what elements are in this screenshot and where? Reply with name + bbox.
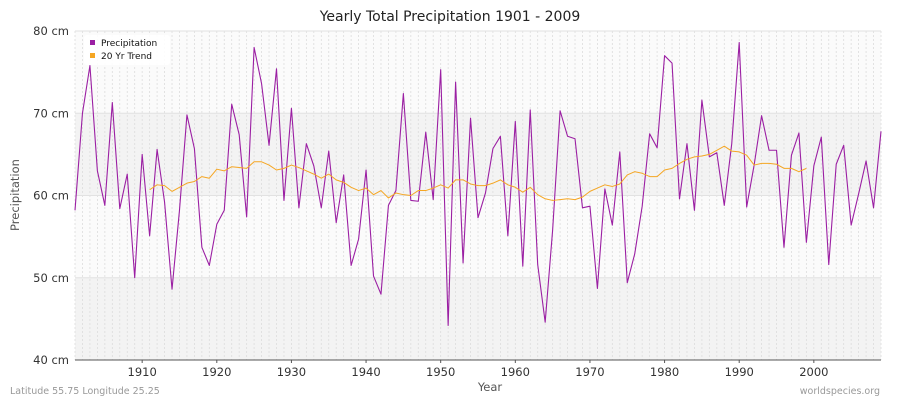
precipitation-line [74,41,882,327]
x-tick-labels: 1910 1920 1930 1940 1950 1960 1970 1980 1990 2000 [128,360,828,379]
trend-line [149,145,807,201]
legend-label: 20 Yr Trend [101,52,152,62]
x-tick-label: 1930 [277,365,306,379]
y-tick-label: 70 cm [33,106,69,120]
y-axis-label: Precipitation [8,159,22,231]
y-tick-label: 80 cm [33,24,69,38]
x-tick-label: 1920 [202,365,231,379]
y-tick-labels: 40 cm 50 cm 60 cm 70 cm 80 cm [33,24,69,367]
x-tick-label: 1940 [351,365,380,379]
y-tick-label: 60 cm [33,189,69,203]
x-axis-label: Year [477,380,503,394]
legend-swatch [90,53,95,58]
x-tick-label: 1980 [650,365,679,379]
chart-title: Yearly Total Precipitation 1901 - 2009 [319,9,581,25]
y-tick-label: 50 cm [33,271,69,285]
series-layer [74,41,882,327]
x-tick-label: 2000 [799,365,828,379]
y-tick-label: 40 cm [33,353,69,367]
x-tick-label: 1990 [725,365,754,379]
footer-coordinates: Latitude 55.75 Longitude 25.25 [10,386,160,397]
x-tick-label: 1910 [128,365,157,379]
legend-swatch [90,40,95,45]
x-tick-label: 1950 [426,365,455,379]
legend-box [84,35,170,65]
legend-label: Precipitation [101,39,157,49]
legend: Precipitation 20 Yr Trend [84,35,170,65]
x-tick-label: 1960 [501,365,530,379]
plot-band [75,113,881,196]
footer-source: worldspecies.org [800,386,880,397]
x-tick-label: 1970 [575,365,604,379]
